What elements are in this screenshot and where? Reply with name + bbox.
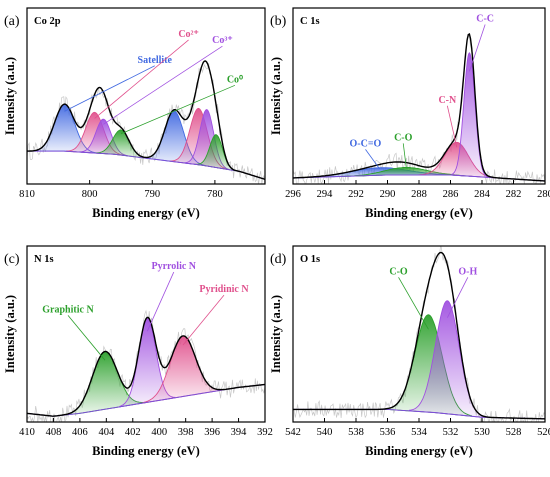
x-tick-label: 542 (285, 427, 301, 438)
x-tick-label: 292 (348, 189, 364, 200)
y-axis-title: Intensity (a.u.) (3, 57, 17, 135)
annotation-arrow (64, 65, 155, 112)
x-tick-label: 810 (19, 189, 35, 200)
x-tick-label: 398 (178, 427, 194, 438)
x-tick-label: 280 (537, 189, 550, 200)
y-axis-title: Intensity (a.u.) (269, 295, 283, 373)
peak-annotation: Pyrrolic N (152, 261, 197, 272)
x-tick-label: 530 (474, 427, 490, 438)
plot-frame (26, 7, 266, 185)
x-axis-title: Binding energy (eV) (365, 206, 473, 220)
x-tick-label: 296 (285, 189, 301, 200)
annotation-arrow (120, 84, 236, 135)
plot-area (27, 309, 265, 422)
raw-spectrum (293, 34, 545, 184)
baseline-curve (27, 150, 265, 180)
x-tick-label: 540 (317, 427, 333, 438)
plot-frame (26, 245, 266, 423)
annotation-arrow (446, 105, 458, 148)
peak-annotation: Co³⁺ (212, 35, 233, 46)
x-tick-label: 294 (317, 189, 334, 200)
peak-annotation: O-C=O (350, 138, 382, 149)
x-axis-title: Binding energy (eV) (92, 444, 200, 458)
x-tick-label: 396 (204, 427, 220, 438)
annotation-arrow (146, 271, 175, 332)
annotation-arrow (398, 277, 429, 330)
panel-title: Co 2p (34, 16, 61, 27)
panel-label: (b) (270, 14, 287, 29)
annotation-arrow (402, 143, 407, 169)
annotation-arrow (103, 45, 223, 125)
x-tick-label: 406 (72, 427, 88, 438)
x-tick-label: 528 (506, 427, 522, 438)
annotation-arrow (365, 149, 380, 170)
annotation-arrow (67, 315, 106, 361)
peak-annotation: Satellite (138, 55, 173, 66)
x-tick-label: 284 (474, 189, 491, 200)
panel-3: 410 408 406 404 402 400 398 396 394 392 Binding en… (3, 245, 273, 458)
x-tick-label: 790 (144, 189, 160, 200)
annotation-arrow (94, 39, 189, 119)
peak-annotation: C-O (389, 266, 408, 277)
x-tick-label: 400 (151, 427, 167, 438)
panel-title: N 1s (34, 254, 54, 265)
x-tick-label: 290 (380, 189, 396, 200)
x-tick-label: 532 (443, 427, 459, 438)
peak-annotation: Pyridinic N (199, 284, 249, 295)
peak-annotation: C-O (394, 132, 413, 143)
panel-title: C 1s (300, 16, 320, 27)
y-axis-title: Intensity (a.u.) (3, 295, 17, 373)
x-tick-label: 526 (537, 427, 550, 438)
x-tick-label: 534 (411, 427, 428, 438)
x-tick-label: 402 (125, 427, 141, 438)
x-tick-label: 800 (82, 189, 98, 200)
peak-annotation: Co²⁺ (178, 29, 199, 40)
peak-annotation: C-C (476, 14, 494, 25)
plot-area (293, 246, 545, 422)
x-tick-label: 288 (411, 189, 427, 200)
peak-annotation: C-N (438, 95, 457, 106)
x-tick-label: 410 (19, 427, 35, 438)
peak-annotation: Graphitic N (42, 304, 94, 315)
x-tick-label: 404 (98, 427, 115, 438)
x-tick-label: 394 (231, 427, 248, 438)
raw-spectrum (27, 309, 265, 422)
x-tick-label: 392 (257, 427, 273, 438)
panel-1: 810 800 790 780 Binding energy (eV) Intensity… (3, 7, 266, 220)
x-tick-label: 536 (380, 427, 396, 438)
fitted-envelope (293, 251, 545, 420)
annotation-arrow (182, 294, 225, 346)
panel-4: 542 540 538 536 534 532 530 528 526 Binding energ… (269, 245, 550, 458)
fitted-envelope (27, 316, 265, 417)
plot-frame (292, 7, 546, 185)
y-axis-title: Intensity (a.u.) (269, 57, 283, 135)
panel-label: (d) (270, 252, 287, 267)
x-tick-label: 780 (207, 189, 223, 200)
x-tick-label: 538 (348, 427, 364, 438)
plot-area (293, 32, 545, 184)
x-axis-title: Binding energy (eV) (92, 206, 200, 220)
peak-annotation: O-H (458, 266, 477, 277)
panel-label: (a) (4, 14, 20, 29)
x-tick-label: 282 (506, 189, 522, 200)
annotation-arrow (446, 277, 469, 318)
x-tick-label: 408 (46, 427, 62, 438)
panel-2: 296 294 292 290 288 286 284 282 280 Binding energ… (269, 7, 550, 220)
plot-area (27, 60, 265, 184)
panel-title: O 1s (300, 254, 320, 265)
fitted-envelope (293, 32, 545, 182)
annotation-arrow (469, 24, 486, 72)
peak-annotation: Co⁰ (227, 74, 243, 85)
x-tick-label: 286 (443, 189, 459, 200)
fitted-envelope (27, 60, 265, 180)
x-axis-title: Binding energy (eV) (365, 444, 473, 458)
panel-label: (c) (4, 252, 20, 267)
